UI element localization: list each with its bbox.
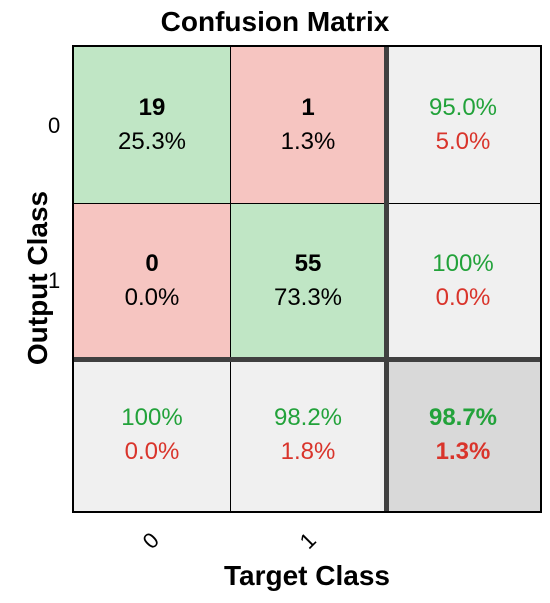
row-1-summary: 100% 0.0%	[386, 203, 540, 359]
col-0-correct-rate: 100%	[121, 404, 183, 431]
grid-line	[230, 47, 231, 511]
row-0-error-rate: 5.0%	[435, 128, 491, 155]
row-1-correct-rate: 100%	[432, 250, 494, 277]
confusion-matrix-grid: 19 25.3% 1 1.3% 95.0% 5.0% 0 0.0% 55 73.…	[72, 45, 542, 513]
cell-0-1-percent: 1.3%	[280, 128, 336, 155]
cell-1-0: 0 0.0%	[74, 203, 230, 359]
cell-1-0-count: 0	[145, 250, 159, 277]
summary-divider-vertical	[384, 47, 389, 511]
overall-summary: 98.7% 1.3%	[386, 359, 540, 511]
overall-accuracy: 98.7%	[428, 404, 498, 431]
chart-title: Confusion Matrix	[160, 6, 390, 37]
cell-0-1-count: 1	[301, 94, 315, 121]
overall-error-rate: 1.3%	[435, 438, 491, 465]
y-tick-label-1: 1	[48, 268, 61, 293]
summary-divider-horizontal	[74, 357, 540, 362]
cell-1-1: 55 73.3%	[230, 203, 386, 359]
cell-1-0-percent: 0.0%	[124, 284, 180, 311]
x-axis-label: Target Class	[224, 560, 390, 591]
cell-1-1-percent: 73.3%	[273, 284, 343, 311]
x-tick-label-1: 1	[294, 527, 321, 554]
col-1-summary: 98.2% 1.8%	[230, 359, 386, 511]
cell-0-1: 1 1.3%	[230, 47, 386, 203]
grid-line	[74, 203, 540, 204]
col-1-correct-rate: 98.2%	[273, 404, 343, 431]
col-1-error-rate: 1.8%	[280, 438, 336, 465]
row-1-error-rate: 0.0%	[435, 284, 491, 311]
cell-1-1-count: 55	[294, 250, 322, 277]
x-tick-label-0: 0	[137, 527, 164, 554]
cell-0-0: 19 25.3%	[74, 47, 230, 203]
cell-0-0-percent: 25.3%	[117, 128, 187, 155]
cell-0-0-count: 19	[138, 94, 166, 121]
col-0-error-rate: 0.0%	[124, 438, 180, 465]
row-0-summary: 95.0% 5.0%	[386, 47, 540, 203]
col-0-summary: 100% 0.0%	[74, 359, 230, 511]
y-axis-label: Output Class	[22, 190, 53, 366]
y-tick-label-0: 0	[48, 113, 61, 138]
row-0-correct-rate: 95.0%	[428, 94, 498, 121]
